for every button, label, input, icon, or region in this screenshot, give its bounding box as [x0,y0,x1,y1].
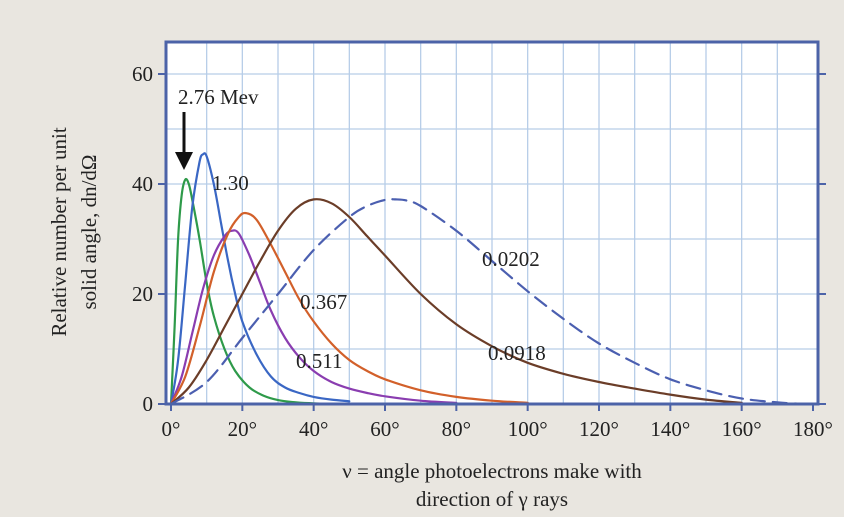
y-tick-label: 0 [143,392,154,416]
series-line-1 [169,152,351,406]
plot-frame [164,40,820,406]
x-axis-title-line2: direction of γ rays [416,487,568,511]
x-tick-label: 80° [442,417,471,441]
label-0-0918: 0.0918 [488,341,546,365]
y-tick-label: 40 [132,172,153,196]
label-0-367: 0.367 [300,290,347,314]
x-tick-label: 160° [722,417,762,441]
x-axis-title-line1: ν = angle photoelectrons make with [342,459,642,483]
y-axis-title-line2: solid angle, dn/dΩ [77,154,101,309]
y-tick-label: 60 [132,62,153,86]
x-tick-label: 120° [579,417,619,441]
x-tick-label: 0° [162,417,181,441]
x-tick-label: 140° [650,417,690,441]
grid-lines [166,42,818,404]
series-line-4 [169,198,743,406]
label-0-511: 0.511 [296,349,342,373]
x-tick-label: 20° [228,417,257,441]
series-line-2 [169,229,458,406]
x-tick-label: 100° [508,417,548,441]
tick-labels: 0° 20° 40° 60° 80° 100° 120° 140° 160° 180° 0 20 40 6… [132,62,833,441]
x-tick-label: 60° [370,417,399,441]
y-tick-label: 20 [132,282,153,306]
series-line-3 [169,211,529,406]
axis-ticks [158,73,826,411]
arrow-to-2-76-curve [175,112,193,170]
label-1-30: 1.30 [212,171,249,195]
y-axis-title-line1: Relative number per unit [47,127,71,337]
x-tick-label: 40° [299,417,328,441]
label-0-0202: 0.0202 [482,247,540,271]
x-tick-label: 180° [793,417,833,441]
series-curves [169,152,807,406]
label-2-76-mev: 2.76 Mev [178,85,259,109]
series-line-5 [169,198,807,406]
